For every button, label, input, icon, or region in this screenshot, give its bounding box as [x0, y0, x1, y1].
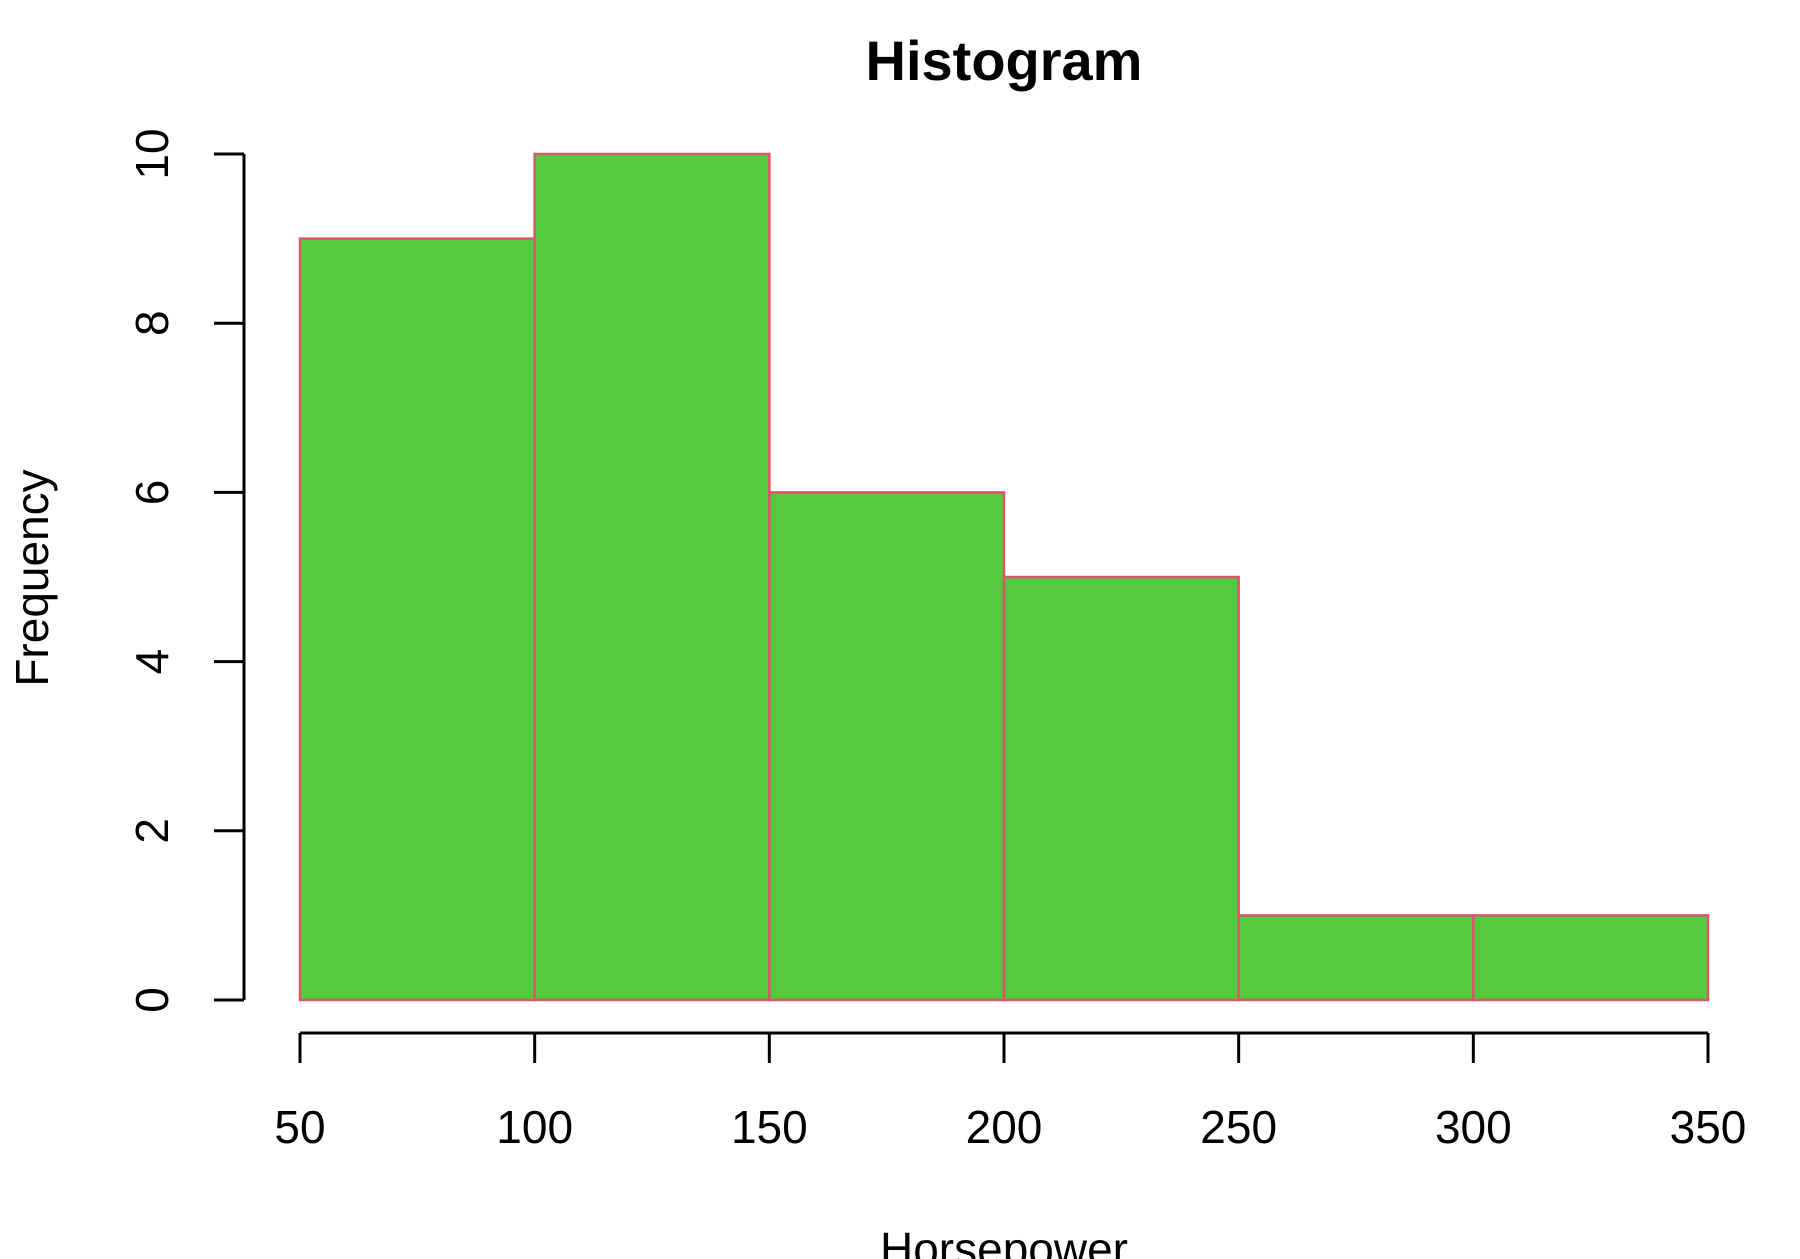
bars-group: [298, 152, 1710, 1002]
histogram-bar-4: [1002, 575, 1240, 1002]
x-tick-label: 250: [1200, 1101, 1277, 1153]
y-tick-label: 6: [126, 480, 178, 506]
x-tick-label: 300: [1435, 1101, 1512, 1153]
x-axis: 50 100 150 200 250 300 350: [274, 1031, 1747, 1153]
histogram-bar-1: [298, 237, 536, 1002]
histogram-bar-6: [1472, 914, 1710, 1002]
y-axis-label: Frequency: [6, 469, 58, 686]
histogram-bar-3: [768, 491, 1006, 1002]
y-tick-label: 0: [126, 987, 178, 1013]
chart-title: Histogram: [866, 29, 1143, 92]
y-tick-label: 8: [126, 310, 178, 336]
histogram-bar-5: [1237, 914, 1475, 1002]
y-tick-label: 4: [126, 649, 178, 675]
x-axis-label: Horsepower: [880, 1223, 1128, 1259]
x-tick-label: 100: [496, 1101, 573, 1153]
x-tick-label: 200: [966, 1101, 1043, 1153]
x-tick-label: 350: [1670, 1101, 1747, 1153]
y-tick-label: 2: [126, 818, 178, 844]
y-tick-label: 10: [126, 128, 178, 179]
x-tick-label: 50: [274, 1101, 325, 1153]
histogram-bar-2: [533, 152, 771, 1002]
x-tick-label: 150: [731, 1101, 808, 1153]
y-axis: 0 2 4 6 8 10: [126, 128, 246, 1013]
